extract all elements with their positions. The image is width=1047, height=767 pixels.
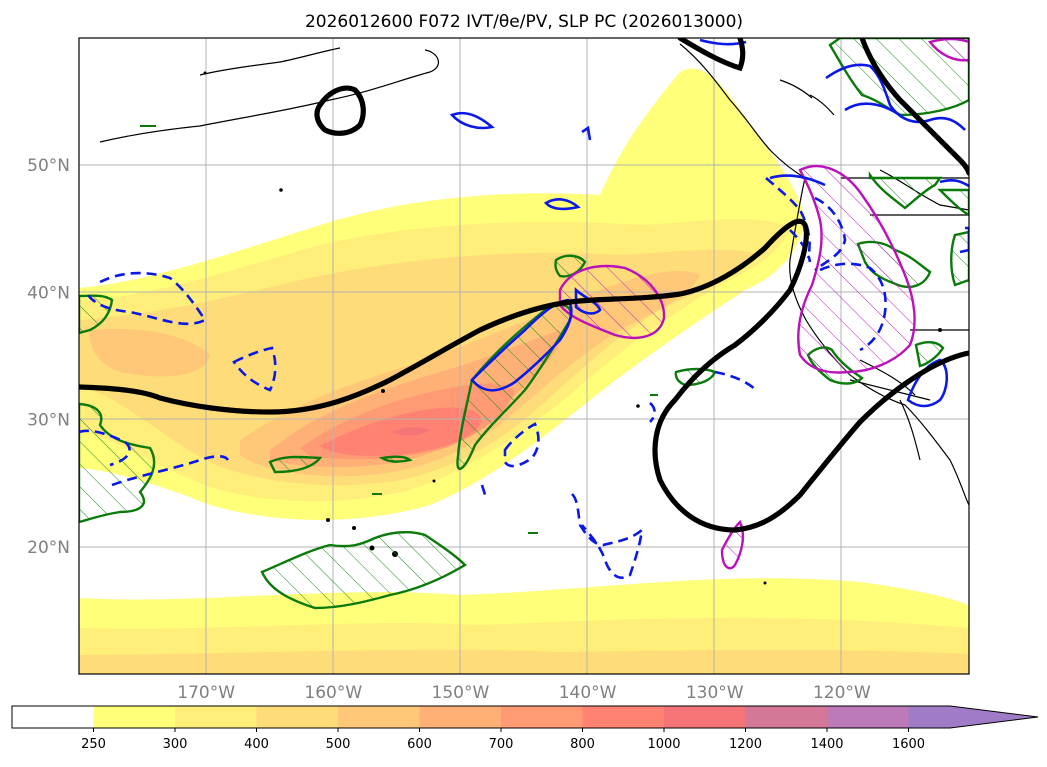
- colorbar-label: 700: [489, 737, 514, 752]
- map-frame: [78, 37, 970, 675]
- latitude-ticks: 50°N 40°N 30°N 20°N: [27, 156, 70, 558]
- lon-tick-label: 140°W: [559, 683, 617, 703]
- colorbar-segment: [419, 706, 501, 728]
- colorbar-label: 250: [81, 737, 106, 752]
- lat-tick-label: 50°N: [27, 156, 70, 176]
- colorbar-segment: [582, 706, 664, 728]
- colorbar-label: 1600: [892, 737, 925, 752]
- colorbar-label: 1400: [810, 737, 843, 752]
- colorbar-segment: [256, 706, 338, 728]
- map-layers: [79, 38, 969, 674]
- colorbar-label: 600: [407, 737, 432, 752]
- colorbar-label: 800: [570, 737, 595, 752]
- colorbar-segment: [745, 706, 827, 728]
- colorbar-segment: [827, 706, 909, 728]
- colorbar-label: 1000: [647, 737, 680, 752]
- colorbar-segment: [338, 706, 420, 728]
- colorbar: 250 300 400 500 600 700 800 1000 1200 1400 1600: [11, 705, 1039, 752]
- lon-tick-label: 160°W: [304, 683, 362, 703]
- colorbar-extend-arrow: [908, 706, 1038, 728]
- colorbar-label: 500: [326, 737, 351, 752]
- magenta-contours: [558, 38, 969, 570]
- slp-contours: [79, 38, 969, 533]
- colorbar-label: 400: [244, 737, 269, 752]
- lat-tick-label: 20°N: [27, 538, 70, 558]
- green-small: [140, 125, 658, 534]
- colorbar-segment: [12, 706, 94, 728]
- colorbar-segment: [175, 706, 257, 728]
- lat-tick-label: 40°N: [27, 283, 70, 303]
- colorbar-outline: [11, 705, 1039, 729]
- longitude-ticks: 170°W 160°W 150°W 140°W 130°W 120°W: [177, 683, 871, 703]
- colorbar-label: 300: [163, 737, 188, 752]
- colorbar-label: 1200: [729, 737, 762, 752]
- lat-tick-label: 30°N: [27, 411, 70, 431]
- lon-tick-label: 120°W: [813, 683, 871, 703]
- colorbar-segment: [93, 706, 175, 728]
- colorbar-segment: [664, 706, 746, 728]
- ivt-band-south-core: [79, 649, 969, 674]
- ivt-plume-1200: [392, 427, 430, 436]
- lon-tick-label: 170°W: [177, 683, 235, 703]
- colorbar-segment: [501, 706, 583, 728]
- lon-tick-label: 130°W: [686, 683, 744, 703]
- gridlines: [79, 38, 969, 674]
- lon-tick-label: 150°W: [432, 683, 490, 703]
- blue-dashed-contours: [79, 177, 887, 580]
- ivt-plume-600: [89, 328, 210, 377]
- map-title: 2026012600 F072 IVT/θe/PV, SLP PC (20260…: [305, 12, 743, 32]
